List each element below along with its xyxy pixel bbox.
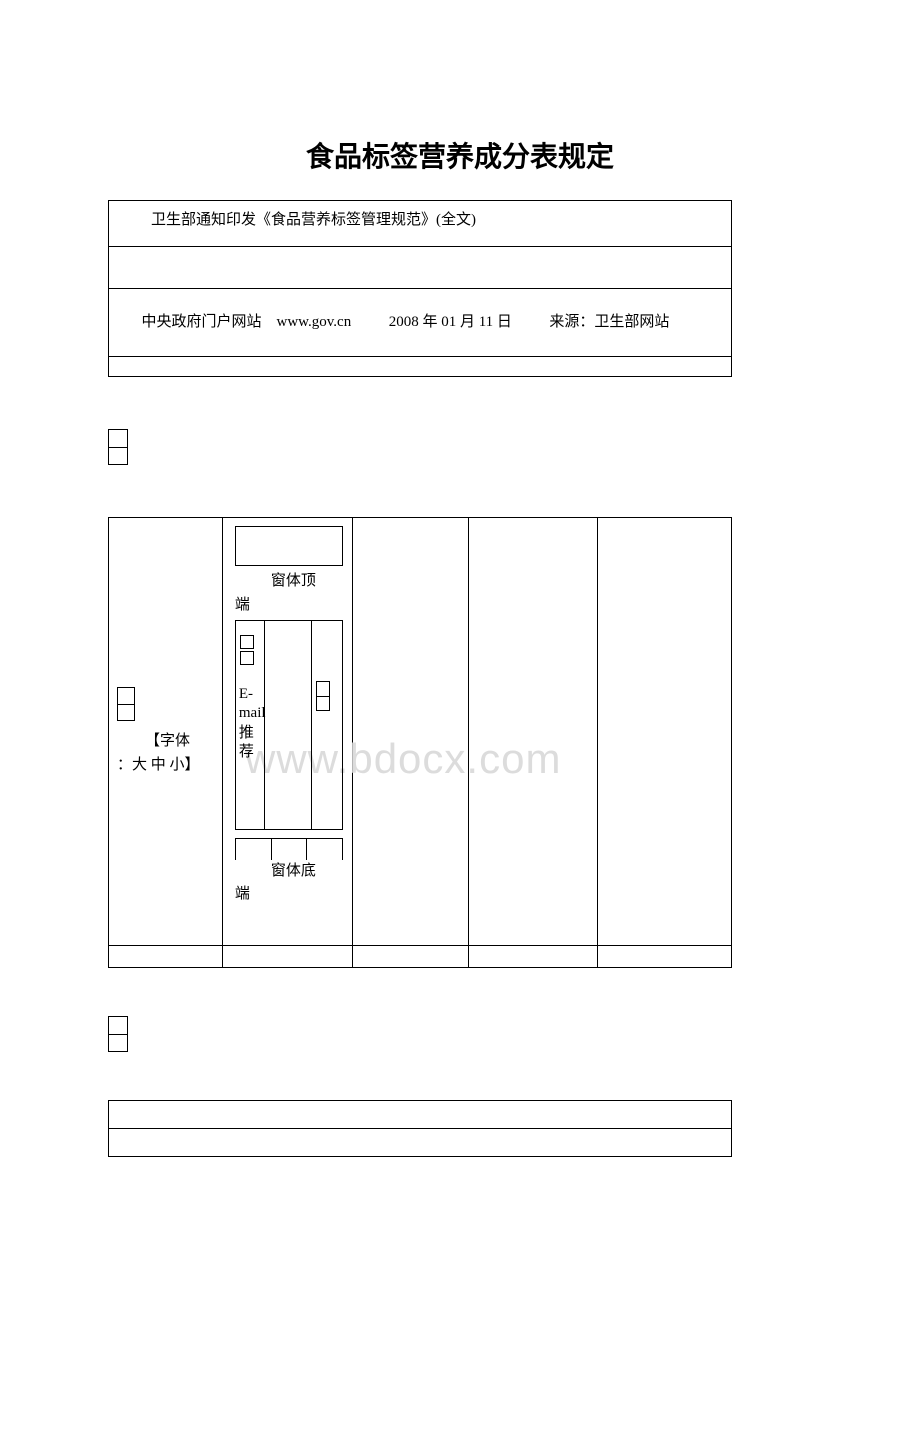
empty-cell	[352, 518, 468, 946]
empty-cell	[598, 518, 732, 946]
small-divided-box	[108, 1016, 128, 1052]
empty-cell	[109, 357, 732, 377]
empty-cell	[222, 946, 352, 968]
email-right-col	[312, 621, 341, 829]
email-recommend-cell: 窗体顶 端 E-mail推荐 窗体底 端	[222, 518, 352, 946]
small-divided-box	[108, 429, 128, 465]
form-top-label2: 端	[231, 593, 344, 614]
source-text: 中央政府门户网站 www.gov.cn 2008 年 01 月 11 日 来源：…	[119, 314, 669, 330]
empty-cell	[468, 518, 598, 946]
checkbox-icon[interactable]	[240, 651, 254, 665]
controls-table: 【字体 ：大 中 小】 窗体顶 端 E-mail推荐	[108, 517, 732, 968]
page-title: 食品标签营养成分表规定	[0, 135, 920, 175]
form-bottom-label2: 端	[231, 882, 344, 903]
font-size-cell: 【字体 ：大 中 小】	[109, 518, 223, 946]
spacer-box	[108, 1016, 920, 1052]
email-left-col: E-mail推荐	[236, 621, 265, 829]
font-size-label[interactable]: 【字体	[117, 729, 190, 753]
form-top-box	[235, 526, 343, 566]
header-info-table: 卫生部通知印发《食品营养标签管理规范》(全文) 中央政府门户网站 www.gov…	[108, 200, 732, 377]
empty-cell	[352, 946, 468, 968]
email-form-group: E-mail推荐	[235, 620, 343, 830]
checkbox-icon[interactable]	[240, 635, 254, 649]
email-mid-col	[265, 621, 312, 829]
empty-cell	[109, 1129, 732, 1157]
empty-cell	[109, 247, 732, 289]
empty-cell	[598, 946, 732, 968]
spacer-box	[108, 429, 920, 465]
empty-cell	[109, 1101, 732, 1129]
form-top-label: 窗体顶	[231, 566, 344, 593]
form-bottom-label: 窗体底	[231, 860, 344, 883]
font-size-options[interactable]: ：大 中 小】	[117, 753, 200, 777]
notice-title-cell: 卫生部通知印发《食品营养标签管理规范》(全文)	[109, 201, 732, 247]
source-info-cell: 中央政府门户网站 www.gov.cn 2008 年 01 月 11 日 来源：…	[109, 289, 732, 357]
small-divided-box	[316, 681, 330, 711]
footer-table	[108, 1100, 732, 1157]
empty-cell	[109, 946, 223, 968]
empty-cell	[468, 946, 598, 968]
small-divided-box	[117, 687, 135, 721]
form-bottom-box	[235, 838, 343, 860]
